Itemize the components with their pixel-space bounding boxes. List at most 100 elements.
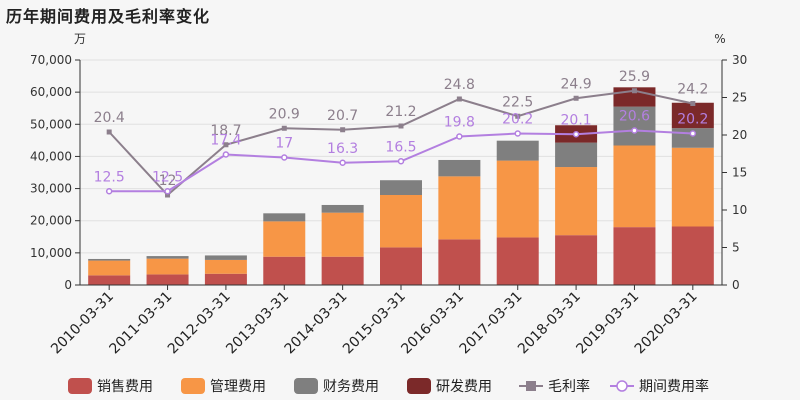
bar-segment [146, 274, 189, 285]
bar-segment [204, 255, 247, 260]
left-tick-label: 70,000 [30, 53, 72, 67]
legend[interactable]: 销售费用 管理费用 财务费用 研发费用 毛利率 期间费用率 [68, 378, 709, 395]
lines [105, 88, 697, 198]
line-point [631, 88, 637, 94]
data-label: 20.7 [327, 108, 358, 124]
legend-swatch [181, 378, 205, 394]
line-point [573, 95, 579, 101]
line-point [689, 130, 697, 137]
x-tick-label: 2020-03-31 [632, 289, 701, 358]
bar-segment [321, 256, 364, 285]
bar-segment [496, 237, 539, 285]
right-tick-label: 10 [732, 203, 747, 217]
bar-segment [146, 258, 189, 275]
bar-segment [438, 159, 481, 177]
line-point [572, 131, 580, 138]
data-label: 24.8 [444, 77, 475, 93]
legend-label: 研发费用 [436, 379, 492, 395]
bar-segment [380, 180, 422, 195]
data-label: 22.5 [502, 94, 533, 110]
right-tick-label: 15 [732, 166, 747, 180]
line-point [106, 129, 112, 135]
bar-segment [438, 176, 481, 240]
legend-marker [616, 380, 628, 392]
data-label: 18.7 [210, 123, 241, 139]
data-label: 17 [275, 136, 293, 152]
data-label: 21.2 [385, 104, 416, 120]
left-tick-label: 40,000 [30, 149, 72, 163]
line-point [223, 142, 229, 148]
bar-segment [321, 212, 364, 257]
legend-item[interactable]: 财务费用 [294, 378, 379, 395]
bar-segment [204, 259, 247, 274]
bar-segment [496, 140, 539, 161]
legend-item[interactable]: 管理费用 [181, 378, 266, 395]
legend-marker [526, 381, 536, 391]
left-tick-label: 10,000 [30, 246, 72, 260]
data-label: 19.8 [444, 115, 475, 131]
bar-segment [555, 142, 598, 168]
line-point [165, 192, 171, 198]
line-point [281, 125, 287, 131]
line-point [456, 133, 463, 140]
left-tick-label: 20,000 [30, 214, 72, 228]
legend-swatch [407, 378, 431, 394]
line-point [164, 188, 171, 195]
right-axis-unit: % [714, 32, 725, 46]
right-tick-label: 5 [732, 241, 740, 255]
data-label: 24.9 [561, 76, 592, 92]
legend-item[interactable]: 毛利率 [519, 378, 590, 395]
data-label: 20.9 [269, 106, 300, 122]
data-label: 16.5 [385, 139, 416, 155]
bar-segment [555, 167, 598, 236]
data-label: 17.4 [210, 133, 241, 149]
right-tick-label: 25 [732, 91, 747, 105]
line-point [281, 154, 288, 161]
line-point [631, 127, 638, 134]
bar-segment [204, 273, 247, 285]
bar-segment [380, 247, 422, 285]
bar-segment [263, 256, 306, 285]
right-tick-label: 30 [732, 53, 747, 67]
legend-label: 管理费用 [210, 379, 266, 395]
line-point [690, 101, 696, 106]
bar-segment [671, 147, 714, 227]
legend-swatch [294, 378, 318, 394]
bar-segment [321, 204, 364, 213]
left-tick-label: 0 [64, 278, 72, 292]
bar-segment [88, 275, 131, 285]
bar-segment [613, 106, 656, 146]
bar-segment [671, 226, 714, 285]
bar-segment [496, 160, 539, 238]
bar-segment [438, 239, 481, 285]
line-point [339, 159, 346, 166]
line-point [398, 123, 404, 129]
bars [88, 87, 714, 285]
left-tick-label: 50,000 [30, 117, 72, 131]
data-label: 12 [159, 173, 177, 189]
bar-segment [88, 258, 131, 261]
line-point [105, 188, 113, 195]
legend-item[interactable]: 期间费用率 [610, 378, 709, 395]
bar-segment [613, 145, 656, 228]
legend-item[interactable]: 销售费用 [68, 378, 153, 395]
data-label: 20.6 [619, 109, 650, 125]
bar-segment [88, 260, 131, 276]
bar-segment [380, 195, 422, 248]
legend-swatch [68, 378, 92, 394]
legend-label: 期间费用率 [639, 378, 709, 395]
data-label: 16.3 [327, 141, 358, 157]
bar-segment [146, 256, 189, 259]
right-tick-label: 20 [732, 128, 747, 142]
line-point [456, 96, 462, 102]
legend-item[interactable]: 研发费用 [407, 378, 492, 395]
data-label: 12.5 [152, 169, 183, 185]
legend-label: 毛利率 [548, 378, 590, 395]
chart-title: 历年期间费用及毛利率变化 [6, 7, 211, 26]
left-tick-label: 30,000 [30, 182, 72, 196]
bar-segment [555, 235, 598, 285]
legend-label: 销售费用 [97, 379, 153, 395]
data-label: 12.5 [94, 169, 125, 185]
